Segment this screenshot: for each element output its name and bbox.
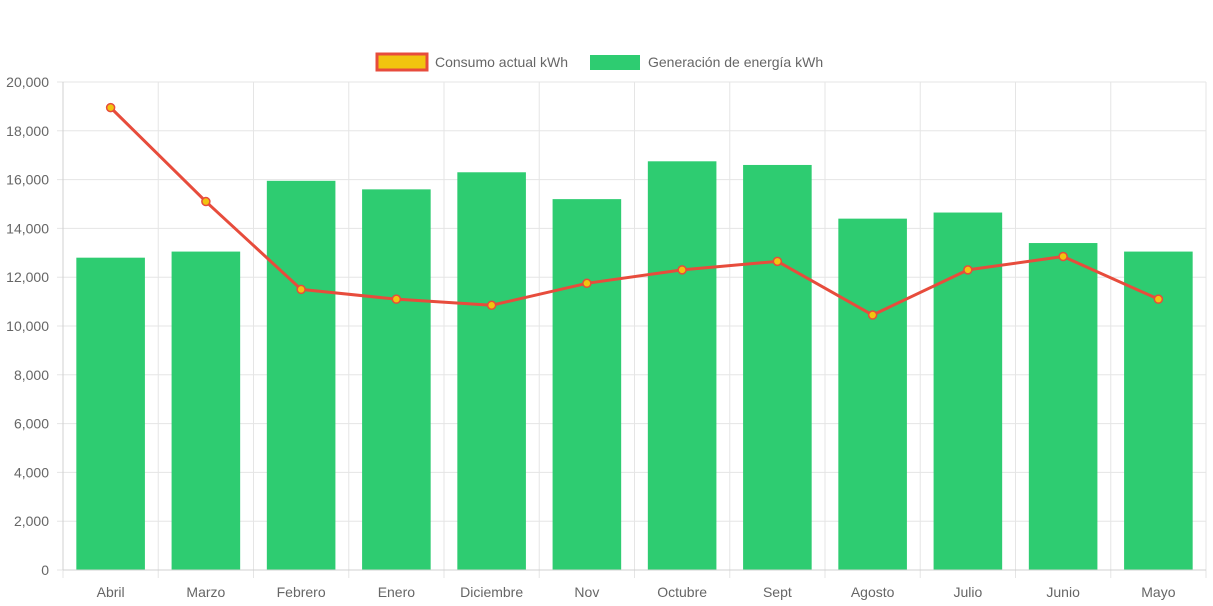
point-consumo [201, 196, 211, 207]
y-tick-label: 14,000 [6, 220, 49, 236]
legend-swatch-consumo [375, 52, 429, 72]
point-consumo [1153, 294, 1164, 304]
point-consumo [677, 265, 687, 275]
x-tick-label: Julio [953, 584, 982, 600]
bar-generacion [1124, 251, 1193, 570]
legend-item-consumo[interactable]: Consumo actual kWh [375, 52, 568, 72]
x-tick-label: Mayo [1141, 584, 1175, 600]
point-consumo [963, 265, 973, 275]
bar-generacion [76, 257, 145, 570]
x-tick-label: Octubre [657, 584, 707, 600]
bar-generacion [171, 251, 241, 570]
point-consumo [486, 300, 497, 311]
legend-item-generacion[interactable]: Generación de energía kWh [590, 54, 823, 70]
bar-series-generacion [76, 161, 1193, 571]
legend-swatch-generacion [590, 55, 640, 70]
y-tick-label: 6,000 [14, 416, 49, 432]
bar-generacion [362, 189, 431, 571]
point-consumo [296, 284, 306, 295]
y-tick-label: 0 [41, 562, 49, 578]
bar-generacion [266, 180, 336, 570]
y-axis: 0 2,000 4,000 6,000 8,000 10,000 12,000 14,000 1… [6, 74, 64, 578]
bar-generacion [457, 172, 526, 570]
x-tick-label: Agosto [851, 584, 895, 600]
point-consumo [105, 102, 116, 113]
x-tick-label: Abril [97, 584, 125, 600]
x-tick-label: Nov [574, 584, 599, 600]
y-tick-label: 18,000 [6, 123, 49, 139]
point-consumo [582, 278, 592, 289]
bar-generacion [647, 161, 717, 571]
y-tick-label: 20,000 [6, 74, 49, 90]
legend-label-consumo: Consumo actual kWh [435, 54, 568, 70]
x-tick-label: Marzo [186, 584, 225, 600]
point-consumo [867, 310, 878, 320]
y-tick-label: 4,000 [14, 464, 49, 480]
bar-generacion [743, 164, 812, 570]
point-consumo [1058, 251, 1068, 262]
x-tick-label: Junio [1046, 584, 1080, 600]
line-consumo [109, 106, 1159, 317]
y-tick-label: 10,000 [6, 318, 49, 334]
x-axis: Abril Marzo Febrero Enero Diciembre Nov Octubr… [63, 569, 1206, 600]
bar-generacion [1028, 243, 1098, 571]
y-tick-label: 12,000 [6, 269, 49, 285]
legend[interactable]: Consumo actual kWh Generación de energía… [375, 52, 823, 72]
y-tick-label: 16,000 [6, 172, 49, 188]
point-consumo [391, 294, 402, 304]
point-consumo [772, 256, 783, 267]
legend-label-generacion: Generación de energía kWh [648, 54, 823, 70]
x-tick-label: Enero [378, 584, 416, 600]
bar-generacion [838, 218, 907, 570]
x-tick-label: Febrero [277, 584, 326, 600]
y-tick-label: 8,000 [14, 367, 49, 383]
x-tick-label: Sept [763, 584, 792, 600]
y-tick-label: 2,000 [14, 513, 49, 529]
bar-generacion [552, 199, 622, 570]
x-tick-label: Diciembre [460, 584, 523, 600]
line-series-consumo [105, 102, 1164, 320]
